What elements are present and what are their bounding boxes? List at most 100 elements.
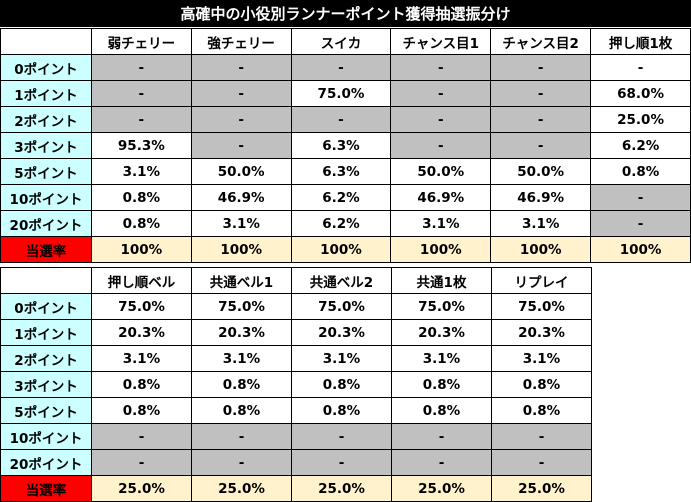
table-cell: - [190,54,292,81]
table-cell: - [190,132,292,159]
hit-rate-cell: 100% [490,236,592,263]
table-cell: - [191,423,292,450]
hit-rate-row: 当選率 100% 100% 100% 100% 100% 100% [0,236,691,263]
table-cell: 20.3% [291,319,392,346]
table-cell: - [390,132,492,159]
column-header: スイカ [290,28,392,55]
table-cell: 3.1% [491,345,592,372]
table-cell: - [90,54,192,81]
hit-rate-cell: 100% [390,236,492,263]
table-row: 10ポイント 0.8% 46.9% 6.2% 46.9% 46.9% - [0,184,691,211]
table-cell: 46.9% [490,184,592,211]
hit-rate-label: 当選率 [0,475,92,502]
table-row: 2ポイント 3.1% 3.1% 3.1% 3.1% 3.1% [0,345,592,372]
table-cell: 3.1% [190,210,292,237]
hit-rate-cell: 100% [290,236,392,263]
column-header: 押し順ベル [91,267,192,294]
table-cell: 6.2% [290,184,392,211]
table-cell: 0.8% [91,371,192,398]
row-header: 3ポイント [0,132,92,159]
table-cell: 6.2% [290,210,392,237]
column-header: リプレイ [491,267,592,294]
column-header: チャンス目2 [490,28,592,55]
table-cell: 0.8% [291,371,392,398]
table-cell: 20.3% [491,319,592,346]
table-cell: - [391,449,492,476]
table-cell: - [590,54,691,81]
table-row: 5ポイント 0.8% 0.8% 0.8% 0.8% 0.8% [0,397,592,424]
table-cell: 3.1% [490,210,592,237]
table-row: 2ポイント - - - - -25.0% [0,106,691,133]
table-cell: 75.0% [91,293,192,320]
table-cell: - [490,54,592,81]
hit-rate-cell: 100% [590,236,691,263]
table-cell: - [390,54,492,81]
table-cell: 3.1% [191,345,292,372]
table-row: 20ポイント - - - - - [0,449,592,476]
table-cell: - [491,423,592,450]
table-cell: 68.0% [590,80,691,107]
table-cell: - [90,106,192,133]
hit-rate-cell: 25.0% [191,475,292,502]
table-cell: 50.0% [490,158,592,185]
row-header: 20ポイント [0,210,92,237]
column-header: 強チェリー [190,28,292,55]
table-row: 0ポイント 75.0% 75.0% 75.0% 75.0% 75.0% [0,293,592,320]
table-cell: - [291,423,392,450]
table-row: 5ポイント 3.1% 50.0% 6.3% 50.0% 50.0% 0.8% [0,158,691,185]
row-header: 5ポイント [0,158,92,185]
table-cell: 0.8% [191,397,292,424]
row-header: 5ポイント [0,397,92,424]
table-cell: 6.3% [290,132,392,159]
table-cell: 95.3% [90,132,192,159]
header-row: 弱チェリー 強チェリー スイカ チャンス目1 チャンス目2 押し順1枚 [0,28,691,55]
table-cell: 46.9% [190,184,292,211]
column-header: 弱チェリー [90,28,192,55]
column-header: 押し順1枚 [590,28,691,55]
hit-rate-cell: 100% [90,236,192,263]
row-header: 0ポイント [0,54,92,81]
table-cell: 6.2% [590,132,691,159]
high-prob-small-role-table: 弱チェリー 強チェリー スイカ チャンス目1 チャンス目2 押し順1枚 0ポイント - - - - -… [0,28,691,263]
table-cell: - [490,80,592,107]
header-row: 押し順ベル 共通ベル1 共通ベル2 共通1枚 リプレイ [0,267,592,294]
column-header: 共通ベル1 [191,267,292,294]
table-row: 10ポイント - - - - - [0,423,592,450]
table-cell: 20.3% [91,319,192,346]
page-title: 高確中の小役別ランナーポイント獲得抽選振分け [0,0,691,27]
table-cell: 0.8% [291,397,392,424]
table-cell: - [490,132,592,159]
table-cell: - [491,449,592,476]
row-header: 3ポイント [0,371,92,398]
table-cell: - [190,80,292,107]
table-cell: - [590,210,691,237]
table-cell: 75.0% [491,293,592,320]
table-cell: 50.0% [390,158,492,185]
corner-cell [0,267,92,294]
table-cell: - [90,80,192,107]
table-row: 20ポイント 0.8% 3.1% 6.2% 3.1% 3.1% - [0,210,691,237]
table-cell: 20.3% [191,319,292,346]
table-cell: 0.8% [491,371,592,398]
row-header: 20ポイント [0,449,92,476]
table-cell: - [390,106,492,133]
table-cell: 75.0% [391,293,492,320]
table-cell: - [291,449,392,476]
table-cell: - [391,423,492,450]
hit-rate-cell: 25.0% [491,475,592,502]
table-cell: 46.9% [390,184,492,211]
column-header: 共通1枚 [391,267,492,294]
table-cell: 0.8% [191,371,292,398]
hit-rate-cell: 25.0% [391,475,492,502]
table-cell: 75.0% [291,293,392,320]
row-header: 1ポイント [0,80,92,107]
table-cell: 3.1% [391,345,492,372]
table-cell: - [191,449,292,476]
table-cell: 3.1% [390,210,492,237]
table-cell: - [390,80,492,107]
hit-rate-row: 当選率 25.0% 25.0% 25.0% 25.0% 25.0% [0,475,592,502]
table-cell: 75.0% [290,80,392,107]
table-cell: 3.1% [90,158,192,185]
row-header: 10ポイント [0,423,92,450]
table-cell: 0.8% [391,397,492,424]
